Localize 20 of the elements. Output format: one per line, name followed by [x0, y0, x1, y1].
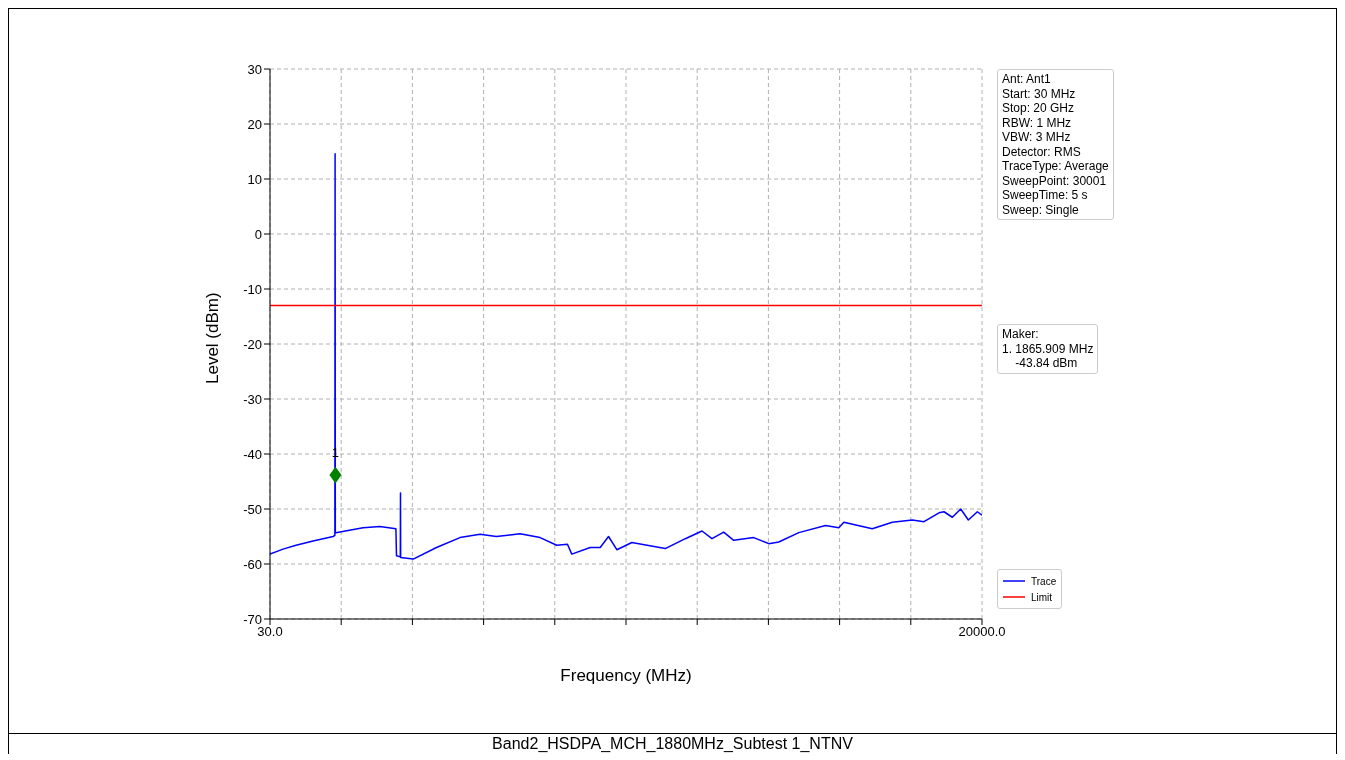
text: Maker: 1. 1865.909 MHz -43.84 dBm: [1002, 327, 1094, 371]
y-tick-label: 30: [247, 61, 262, 77]
text: Band2_HSDPA_MCH_1880MHz_Subtest 1_NTNV: [8, 733, 1337, 754]
y-tick-label: -20: [243, 336, 262, 352]
y-tick-label: -40: [243, 446, 262, 462]
y-tick-label: 0: [254, 226, 262, 242]
x-tick-label: 30.0: [257, 624, 283, 640]
y-tick-label: -10: [243, 281, 262, 297]
y-tick-label: 10: [247, 171, 262, 187]
y-tick-label: 20: [247, 116, 262, 132]
y-tick-label: -50: [243, 501, 262, 517]
legend-label: Limit: [1031, 591, 1053, 603]
y-tick-label: -60: [243, 556, 262, 572]
y-axis-title: Level (dBm): [203, 292, 223, 384]
x-axis-title: Frequency (MHz): [560, 666, 692, 685]
legend-label: Trace: [1031, 575, 1057, 587]
y-tick-label: -30: [243, 391, 262, 407]
x-tick-label: 20000.0: [958, 624, 1006, 640]
text: Ant: Ant1 Start: 30 MHz Stop: 20 GHz RBW: 1 MHz VBW: 3 MHz Detector: RMS TraceType: Average SweepPoint: 30001 SweepTime: 5 s Sweep: Single: [1002, 72, 1109, 217]
y-tick-label: -70: [243, 611, 262, 627]
